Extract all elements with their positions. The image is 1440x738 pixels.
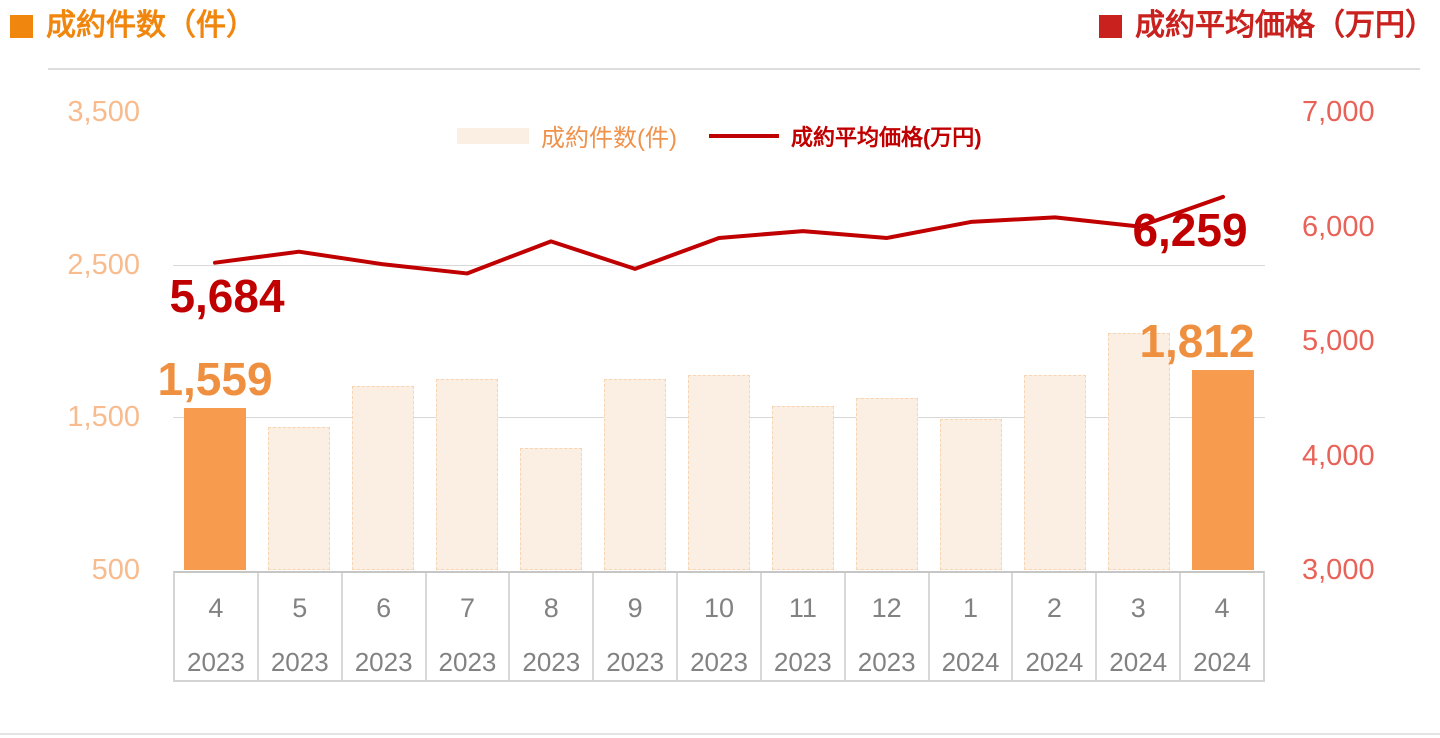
bar-2023-9: [604, 379, 666, 570]
right-axis-tick: 7,000: [1302, 96, 1375, 128]
data-label-1559: 1,559: [157, 353, 273, 406]
legend-line-label: 成約平均価格(万円): [790, 124, 982, 150]
x-axis-month-label: 4: [1214, 593, 1230, 623]
x-axis-month-label: 12: [871, 593, 902, 623]
x-axis-month-label: 3: [1130, 593, 1146, 623]
line-swatch-icon: [708, 133, 779, 138]
x-axis-cell-2023-9: 9 2023: [594, 573, 679, 680]
right-axis-title: 成約平均価格（万円）: [1099, 9, 1435, 43]
x-axis-cell-2024-4: 4 2024: [1181, 573, 1263, 680]
x-axis-year-label: 2023: [438, 647, 497, 677]
x-axis-year-label: 2023: [270, 647, 329, 677]
bar-swatch-icon: [457, 127, 529, 144]
gridline: [173, 264, 1265, 266]
x-axis-cell-2023-11: 11 2023: [762, 573, 846, 680]
x-axis-year-label: 2023: [857, 647, 916, 677]
right-axis-tick: 6,000: [1302, 210, 1375, 243]
bar-2023-10: [688, 375, 750, 570]
left-axis-tick: 500: [91, 554, 140, 586]
bar-2024-2: [1024, 375, 1086, 570]
x-axis-cell-2023-10: 10 2023: [678, 573, 762, 680]
legend: 成約件数(件) 成約平均価格(万円): [457, 118, 982, 153]
x-axis-month-label: 4: [208, 593, 224, 623]
orange-square-icon: [10, 14, 33, 38]
bottom-divider: [0, 733, 1440, 735]
bar-2023-6: [352, 386, 414, 570]
x-axis-year-label: 2023: [522, 647, 581, 677]
x-axis-month-label: 7: [459, 593, 475, 623]
bar-2024-4: [1192, 369, 1254, 570]
bar-2023-8: [520, 447, 582, 570]
left-axis-title: 成約件数（件）: [10, 9, 256, 43]
bar-2023-12: [856, 398, 918, 570]
right-axis-tick: 4,000: [1302, 439, 1375, 472]
bar-2024-3: [1108, 332, 1170, 570]
data-label-6259: 6,259: [1132, 203, 1248, 256]
x-axis-cell-2024-3: 3 2024: [1097, 573, 1182, 680]
x-axis-year-label: 2024: [1193, 647, 1251, 677]
x-axis-cell-2023-6: 6 2023: [343, 573, 427, 680]
price-line: [213, 194, 1225, 276]
x-axis-cell-2024-2: 2 2024: [1013, 573, 1098, 680]
x-axis-month-label: 1: [963, 593, 979, 623]
red-square-icon: [1099, 14, 1122, 38]
right-axis-title-text: 成約平均価格（万円）: [1135, 9, 1435, 42]
bar-2023-5: [268, 427, 330, 570]
right-axis-tick: 5,000: [1302, 325, 1375, 357]
x-axis-year-label: 2023: [354, 647, 413, 677]
x-axis-month-label: 11: [788, 593, 817, 623]
x-axis-cell-2023-5: 5 2023: [259, 573, 343, 680]
bar-2023-4: [184, 408, 246, 570]
x-axis-cell-2023-4: 4 2023: [175, 573, 259, 680]
x-axis-table: 4 2023 5 2023 6 2023 7 2023 8 2023 9 2023 10 2023 11 20…: [173, 571, 1265, 682]
x-axis-month-label: 9: [627, 593, 643, 623]
left-axis-tick: 1,500: [67, 401, 140, 434]
x-axis-month-label: 2: [1046, 593, 1062, 623]
x-axis-month-label: 6: [376, 593, 392, 623]
header-divider: [48, 68, 1420, 70]
x-axis-cell-2023-12: 12 2023: [846, 573, 930, 680]
left-axis-title-text: 成約件数（件）: [46, 9, 256, 42]
x-axis-month-label: 10: [703, 593, 734, 623]
right-axis-tick: 3,000: [1302, 554, 1375, 586]
left-axis-tick: 2,500: [67, 248, 140, 281]
left-axis-tick: 3,500: [67, 96, 140, 128]
bar-2023-7: [436, 379, 498, 570]
x-axis-year-label: 2024: [1109, 647, 1168, 677]
x-axis-cell-2023-8: 8 2023: [510, 573, 595, 680]
x-axis-year-label: 2023: [690, 647, 748, 677]
x-axis-cell-2023-7: 7 2023: [427, 573, 511, 680]
x-axis-month-label: 8: [543, 593, 559, 623]
x-axis-year-label: 2023: [187, 647, 245, 677]
x-axis-month-label: 5: [292, 593, 308, 623]
data-label-5684: 5,684: [169, 269, 285, 322]
x-axis-year-label: 2024: [941, 647, 1000, 677]
legend-bars-label: 成約件数(件): [541, 125, 677, 152]
x-axis-year-label: 2024: [1025, 647, 1084, 677]
bar-2024-1: [940, 418, 1002, 570]
data-label-1812: 1,812: [1139, 314, 1255, 367]
header: 成約件数（件） 成約平均価格（万円）: [0, 9, 1440, 49]
x-axis-year-label: 2023: [606, 647, 665, 677]
bar-2023-11: [772, 405, 834, 570]
x-axis-year-label: 2023: [773, 647, 832, 677]
x-axis-cell-2024-1: 1 2024: [930, 573, 1014, 680]
